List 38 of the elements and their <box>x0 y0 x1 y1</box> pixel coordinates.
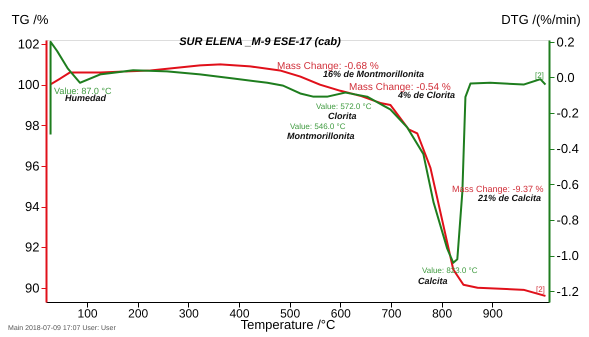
y2-tick-label: 0.0 <box>556 70 575 85</box>
annotation: 4% de Clorita <box>397 90 456 100</box>
y2-tick-label: -1.2 <box>556 284 579 299</box>
y2-tick-label: -0.6 <box>556 176 579 192</box>
y-axis-title: TG /% <box>12 12 49 27</box>
x-tick-label: 800 <box>432 306 452 320</box>
y2-tick-label: -0.8 <box>556 212 579 228</box>
y-tick-label: 90 <box>25 280 40 296</box>
x-tick-label: 700 <box>381 306 402 320</box>
x-tick-label: 900 <box>482 306 504 320</box>
annotation: 21% de Calcita <box>477 193 542 203</box>
y2-tick-label: -0.4 <box>556 141 579 156</box>
y-tick-label: 100 <box>18 77 40 92</box>
y2-tick-label: -0.2 <box>556 106 579 121</box>
y2-tick-label: 0.2 <box>556 34 575 50</box>
y-tick-label: 102 <box>18 36 40 52</box>
annotation: [2] <box>536 285 545 294</box>
x-tick-label: 300 <box>178 306 200 320</box>
x-tick-label: 100 <box>78 306 98 320</box>
annotation: Value: 546.0 °C <box>290 122 346 131</box>
chart-title: SUR ELENA _M-9 ESE-17 (cab) <box>179 36 342 48</box>
annotation: Mass Change: -0.54 % <box>349 82 451 93</box>
annotation: Calcita <box>418 276 448 286</box>
annotation: Clorita <box>328 111 357 121</box>
y2-tick-label: -1.0 <box>556 248 579 264</box>
annotation: Mass Change: -0.68 % <box>277 61 379 72</box>
y-tick-label: 94 <box>25 199 40 214</box>
x-tick-label: 200 <box>128 306 149 320</box>
y-tick-label: 92 <box>25 240 40 255</box>
annotation: [2] <box>535 71 544 80</box>
annotation: Value: 87.0 °C <box>54 86 112 96</box>
y2-axis-title: DTG /(%/min) <box>501 12 581 27</box>
annotation: Value: 572.0 °C <box>316 102 372 111</box>
y-tick-label: 96 <box>25 158 40 174</box>
y-tick-label: 98 <box>25 118 40 133</box>
annotation: Montmorillonita <box>287 131 354 141</box>
annotation: Humedad <box>65 93 107 103</box>
annotation: 16% de Montmorillonita <box>323 69 424 79</box>
